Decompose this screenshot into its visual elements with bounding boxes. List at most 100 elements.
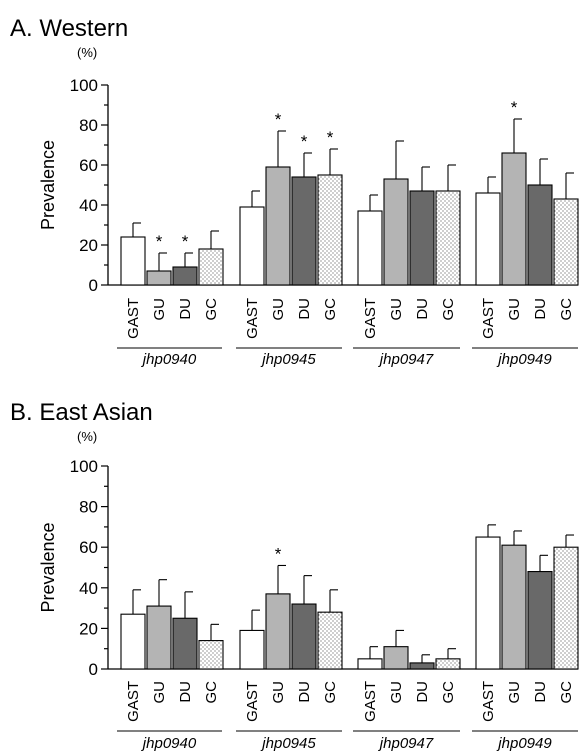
bar-gc (317, 611, 343, 670)
bar-gu (383, 178, 409, 286)
category-label: GU (270, 681, 287, 704)
category-label: DU (296, 298, 313, 320)
bar-du (291, 603, 317, 670)
bar-gu (146, 270, 172, 286)
category-label: GC (558, 298, 575, 321)
significance-star: * (327, 128, 334, 147)
category-label: GC (322, 681, 339, 704)
bar-gc (553, 546, 579, 670)
significance-star: * (156, 232, 163, 251)
y-tick-label: 40 (79, 196, 98, 215)
category-label: GU (151, 298, 168, 321)
category-label: GC (558, 681, 575, 704)
group-label: jhp0945 (260, 351, 316, 368)
bar-du (527, 184, 553, 286)
y-axis-label: Prevalence (38, 140, 58, 230)
group-label: jhp0949 (496, 735, 552, 751)
category-label: GC (322, 298, 339, 321)
y-unit: (%) (77, 45, 97, 60)
y-tick-label: 100 (70, 457, 98, 476)
bar-gast (475, 536, 501, 670)
category-label: GC (440, 298, 457, 321)
bar-gu (383, 646, 409, 670)
category-label: GC (203, 681, 220, 704)
bar-gu (146, 605, 172, 670)
bar-gu (501, 152, 527, 286)
y-unit: (%) (77, 429, 97, 444)
panel-east-asian: B. East Asian (%) Prevalence 0 20 40 60 80 100 GA… (10, 399, 579, 751)
category-label: GU (388, 298, 405, 321)
group-label: jhp0947 (378, 351, 434, 368)
category-label: GAST (244, 681, 261, 722)
group-label: jhp0945 (260, 735, 316, 751)
group-label: jhp0947 (378, 735, 434, 751)
chart-title: B. East Asian (10, 399, 153, 426)
y-tick-label: 20 (79, 236, 98, 255)
y-tick-label: 80 (79, 498, 98, 517)
category-label: DU (296, 681, 313, 703)
bar-du (409, 662, 435, 670)
significance-star: * (275, 544, 282, 563)
category-label: GAST (125, 298, 142, 339)
bar-gu (265, 166, 291, 286)
significance-star: * (301, 132, 308, 151)
y-tick-label: 40 (79, 579, 98, 598)
bar-du (291, 176, 317, 286)
bar-du (409, 190, 435, 286)
category-label: GAST (480, 681, 497, 722)
bar-gast (357, 658, 383, 670)
category-label: GU (388, 681, 405, 704)
category-label: GU (270, 298, 287, 321)
category-label: GU (506, 298, 523, 321)
bar-gc (198, 640, 224, 670)
significance-star: * (511, 98, 518, 117)
bar-gc (553, 198, 579, 286)
chart-title: A. Western (10, 15, 128, 42)
bar-gc (198, 248, 224, 286)
category-label: GAST (362, 298, 379, 339)
category-label: GC (203, 298, 220, 321)
bar-gc (435, 190, 461, 286)
y-tick-label: 0 (89, 660, 98, 679)
panel-western: A. Western (%) Prevalence 0 20 40 60 80 100 GAST *… (10, 15, 579, 368)
category-label: GU (506, 681, 523, 704)
bar-gast (357, 210, 383, 286)
bar-gast (475, 192, 501, 286)
bar-gast (239, 629, 265, 670)
y-tick-label: 60 (79, 156, 98, 175)
category-label: DU (414, 681, 431, 703)
bar-gc (317, 174, 343, 286)
category-label: DU (177, 298, 194, 320)
category-label: GAST (125, 681, 142, 722)
y-tick-label: 80 (79, 116, 98, 135)
category-label: GAST (362, 681, 379, 722)
bar-gast (120, 236, 146, 286)
y-tick-label: 60 (79, 538, 98, 557)
category-label: GC (440, 681, 457, 704)
significance-star: * (182, 232, 189, 251)
bar-du (172, 266, 198, 286)
bar-gast (120, 613, 146, 670)
bar-gu (501, 544, 527, 670)
bar-gc (435, 658, 461, 670)
category-label: DU (177, 681, 194, 703)
y-tick-label: 0 (89, 276, 98, 295)
significance-star: * (275, 110, 282, 129)
group-label: jhp0940 (141, 351, 197, 368)
category-label: GAST (480, 298, 497, 339)
bar-du (172, 617, 198, 670)
category-label: GU (151, 681, 168, 704)
y-axis-label: Prevalence (38, 522, 58, 612)
y-tick-label: 20 (79, 619, 98, 638)
category-label: GAST (244, 298, 261, 339)
category-label: DU (414, 298, 431, 320)
bar-gu (265, 593, 291, 670)
bar-du (527, 571, 553, 670)
group-label: jhp0949 (496, 351, 552, 368)
group-label: jhp0940 (141, 735, 197, 751)
category-label: DU (532, 298, 549, 320)
y-tick-label: 100 (70, 76, 98, 95)
bar-gast (239, 206, 265, 286)
category-label: DU (532, 681, 549, 703)
